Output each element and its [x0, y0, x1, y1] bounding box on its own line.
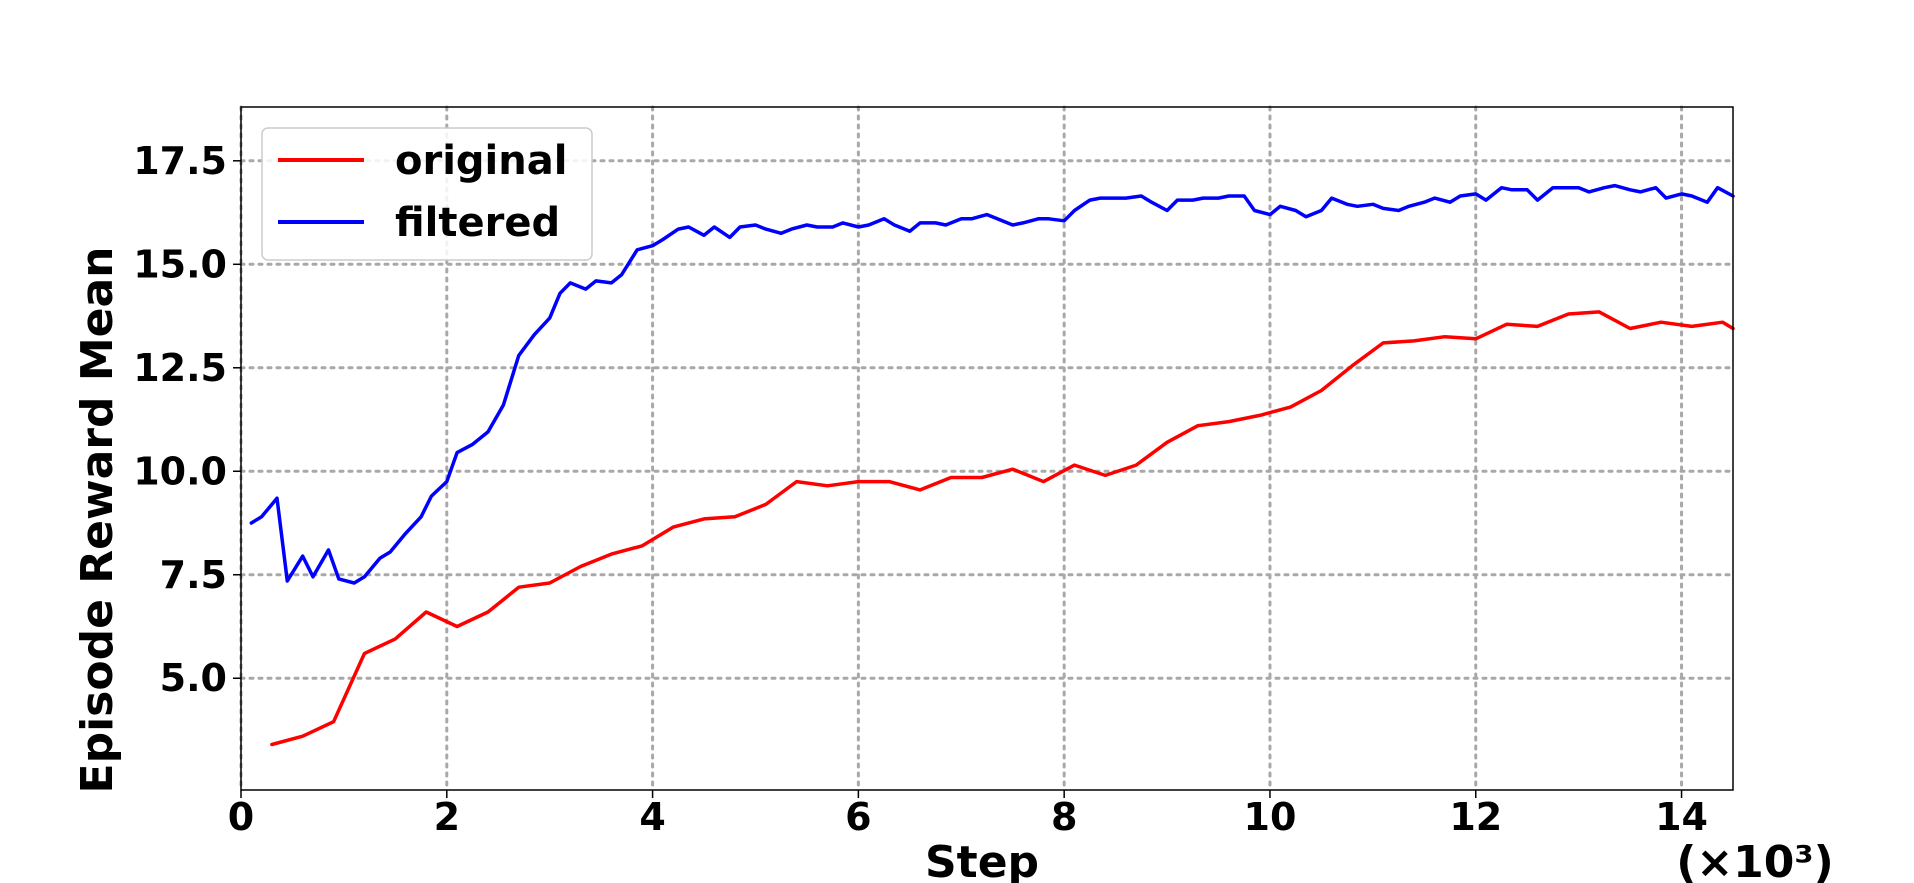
y-axis: 5.0 7.5 10.0 12.5 15.0 17.5	[133, 139, 241, 700]
x-tick-label: 10	[1244, 795, 1297, 839]
series-line-filtered	[249, 183, 1735, 585]
y-tick-label: 5.0	[160, 656, 227, 700]
x-tick-label: 4	[639, 795, 665, 839]
x-tick-label: 0	[228, 795, 254, 839]
grid	[239, 105, 1735, 792]
x-axis: 0 2 4 6 8 10 12 14	[228, 790, 1708, 839]
series-layer	[249, 183, 1735, 747]
x-axis-multiplier: (×10³)	[1676, 837, 1834, 883]
y-tick-label: 7.5	[160, 553, 227, 597]
x-tick-label: 2	[434, 795, 460, 839]
series-line-original	[270, 310, 1735, 747]
plot-frame	[240, 106, 1734, 791]
y-tick-label: 10.0	[133, 449, 227, 493]
x-axis-label: Step	[925, 837, 1039, 883]
x-tick-label: 8	[1051, 795, 1077, 839]
x-tick-label: 6	[845, 795, 871, 839]
legend-label-original: original	[395, 138, 567, 184]
y-axis-label: Episode Reward Mean	[72, 247, 123, 794]
y-tick-label: 15.0	[133, 242, 227, 286]
legend-label-filtered: filtered	[395, 200, 560, 246]
x-tick-label: 14	[1655, 795, 1708, 839]
y-tick-label: 12.5	[133, 346, 227, 390]
y-tick-label: 17.5	[133, 139, 227, 183]
x-tick-label: 12	[1449, 795, 1502, 839]
legend: original filtered	[261, 127, 593, 261]
